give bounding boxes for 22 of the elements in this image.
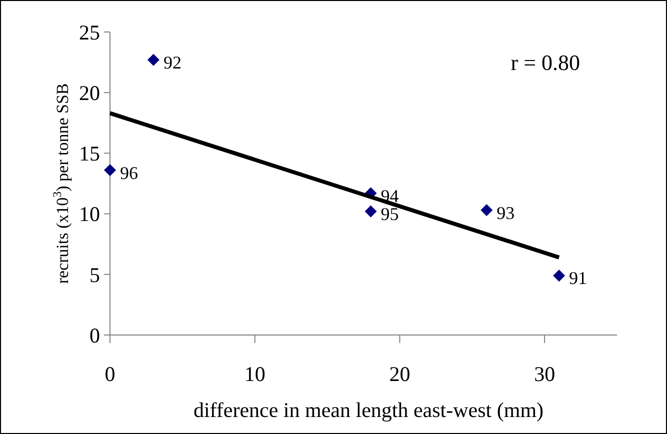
annotation: r = 0.80 xyxy=(510,50,580,75)
y-tick-label: 5 xyxy=(90,262,100,287)
point xyxy=(553,270,566,282)
point xyxy=(104,164,116,176)
x-axis-title: difference in mean length east-west (mm) xyxy=(193,398,544,422)
y-tick-label: 15 xyxy=(79,142,100,166)
y-tick-label: 10 xyxy=(79,202,100,226)
annotation: 92 xyxy=(163,52,182,72)
annotation: 93 xyxy=(496,202,515,223)
x-tick-label: 20 xyxy=(389,362,410,386)
point xyxy=(147,54,160,66)
annotation: 95 xyxy=(380,204,399,224)
x-tick-label: 10 xyxy=(244,362,266,386)
x-tick-label: 30 xyxy=(534,362,556,386)
point xyxy=(364,205,377,218)
x-tick-label: 0 xyxy=(104,362,116,386)
y-tick-label: 25 xyxy=(79,20,100,44)
point xyxy=(480,204,493,216)
y-tick-label: 20 xyxy=(79,80,100,105)
annotation: 96 xyxy=(120,162,138,183)
y-tick-label: 0 xyxy=(90,323,100,348)
annotation: 91 xyxy=(569,268,588,288)
